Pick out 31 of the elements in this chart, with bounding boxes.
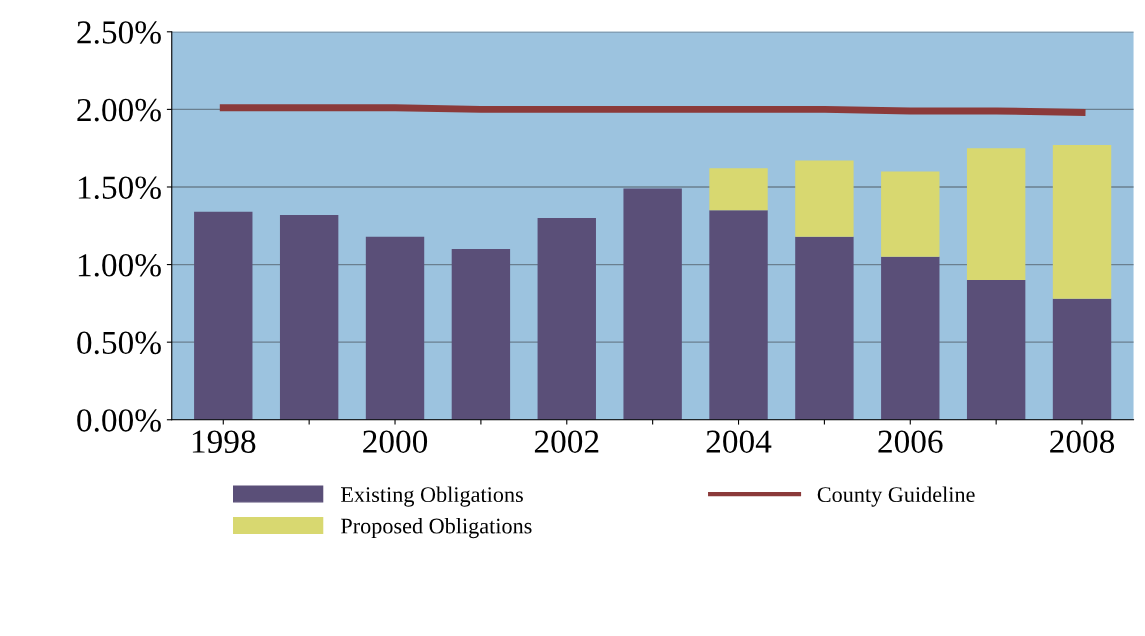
bar: [795, 236, 854, 420]
bar: [881, 256, 940, 420]
legend-label: Existing Obligations: [341, 486, 523, 507]
legend-label: County Guideline: [817, 486, 975, 507]
bar: [709, 168, 768, 211]
bar: [365, 236, 425, 420]
bar: [709, 210, 768, 420]
x-tick-label: 2006: [878, 430, 943, 453]
bar: [1052, 145, 1112, 299]
bar: [623, 188, 682, 420]
bar: [194, 211, 253, 420]
bar: [966, 280, 1026, 420]
x-tick-label: 2002: [534, 430, 599, 453]
y-tick-label: 2.50%: [77, 21, 161, 44]
bar: [1052, 298, 1112, 420]
y-tick-label: 0.00%: [77, 409, 161, 432]
bar: [966, 148, 1026, 281]
y-tick-label: 1.50%: [78, 176, 161, 200]
bar: [279, 214, 339, 420]
bar: [881, 171, 940, 257]
x-tick-label: 2008: [1050, 430, 1115, 453]
y-tick-label: 0.50%: [77, 331, 161, 355]
y-tick-label: 2.00%: [77, 98, 161, 122]
x-tick-label: 2000: [363, 430, 428, 453]
x-tick-label: 2004: [706, 430, 772, 453]
x-tick-label: 1998: [192, 430, 256, 453]
bar: [451, 249, 511, 420]
legend-label: Proposed Obligations: [341, 517, 532, 539]
bar: [537, 218, 596, 420]
bar: [795, 160, 854, 237]
y-tick-label: 1.00%: [78, 253, 161, 277]
